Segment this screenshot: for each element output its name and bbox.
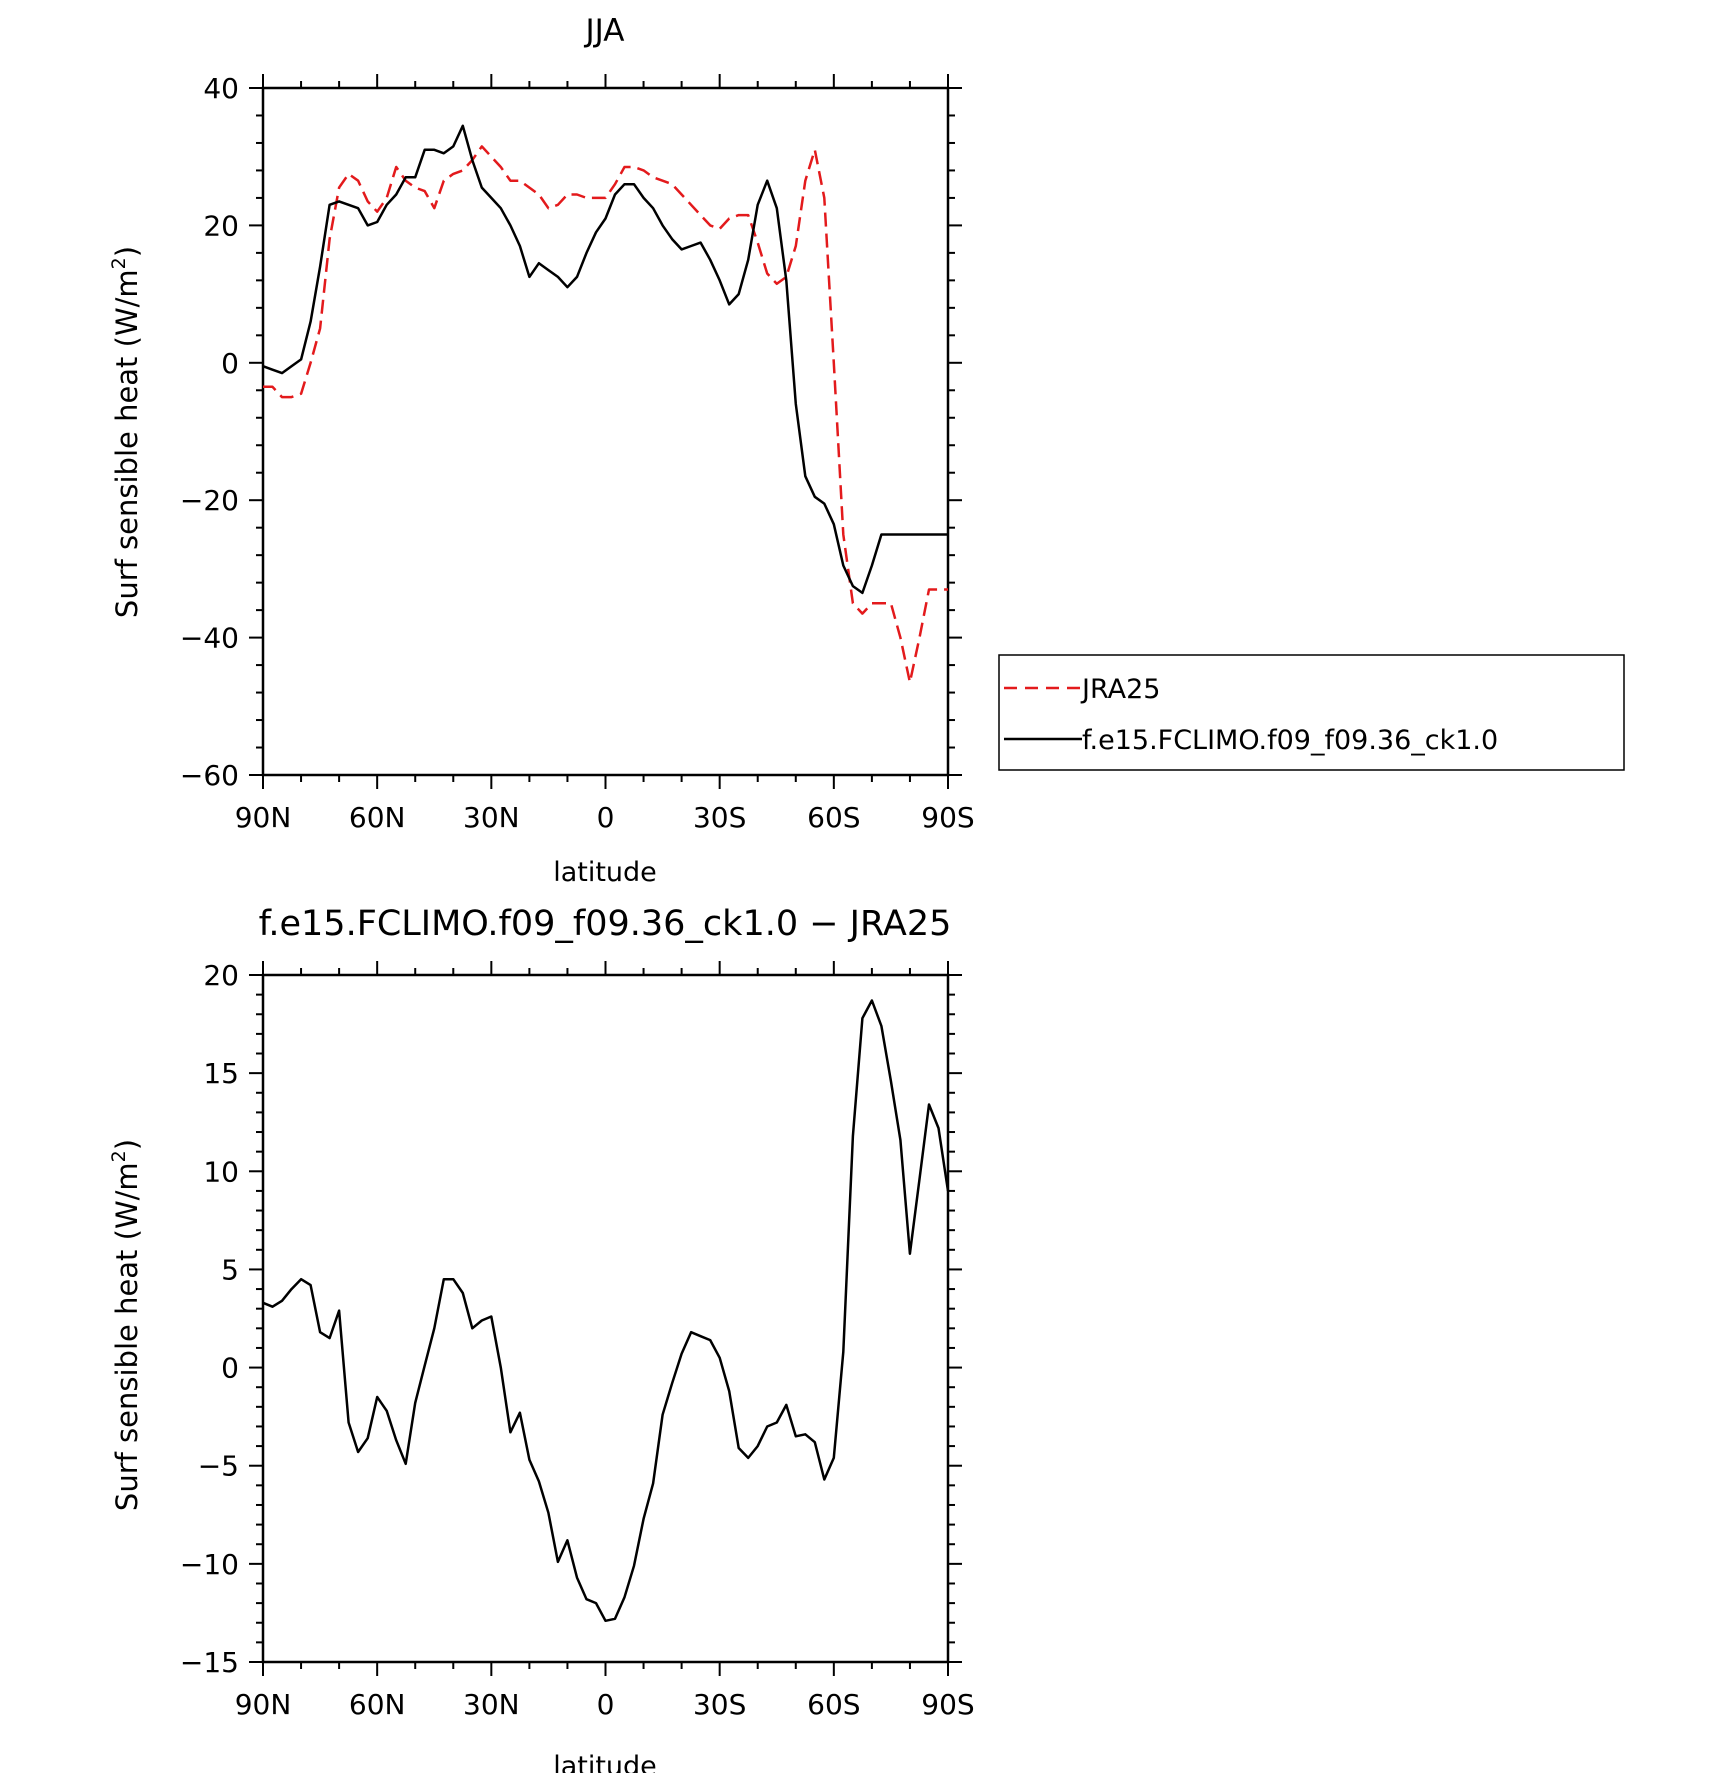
- bottom-chart-panel: f.e15.FCLIMO.f09_f09.36_ck1.0 − JRA25 −1…: [108, 904, 975, 1773]
- bottom-plot-area: −15 −10 −5 0 5 10 15 20 90N 60N 30N 0 30S 60S 90S: [180, 959, 975, 1721]
- top-x-tick-label: 30S: [693, 801, 746, 834]
- top-x-tick-label: 0: [597, 801, 615, 834]
- top-plot-frame: [261, 86, 950, 777]
- top-y-tick-label: −40: [180, 622, 239, 655]
- bottom-y-tick-label: −5: [198, 1450, 239, 1483]
- bottom-y-tick-label: 0: [221, 1352, 239, 1385]
- bottom-x-tick-label: 30N: [463, 1688, 520, 1721]
- legend-label-model: f.e15.FCLIMO.f09_f09.36_ck1.0: [1082, 725, 1498, 756]
- legend-box: [998, 654, 1625, 771]
- top-chart-panel: JJA −60 −40 −20 0 20 40 90N 60N 30N 0 30S 60S 90S la…: [108, 13, 975, 888]
- bottom-x-tick-label: 90N: [235, 1688, 292, 1721]
- bottom-x-axis-label: latitude: [553, 1751, 657, 1773]
- bottom-x-tick-label: 30S: [693, 1688, 746, 1721]
- bottom-y-tick-label: 20: [203, 959, 239, 992]
- bottom-series-line-0: [262, 999, 950, 1623]
- bottom-y-tick-label: 10: [203, 1155, 239, 1188]
- bottom-y-tick-label: 5: [221, 1253, 239, 1286]
- top-x-tick-label: 90N: [235, 801, 292, 834]
- bottom-chart-title: f.e15.FCLIMO.f09_f09.36_ck1.0 − JRA25: [259, 904, 952, 944]
- top-y-axis-label: Surf sensible heat (W/m2): [108, 246, 144, 618]
- top-y-tick-label: 20: [203, 209, 239, 242]
- top-series-line-0: [263, 145, 948, 684]
- top-chart-title: JJA: [584, 13, 625, 49]
- bottom-y-tick-label: 15: [203, 1057, 239, 1090]
- top-x-tick-label: 60S: [807, 801, 860, 834]
- top-series-line-1: [262, 124, 948, 595]
- bottom-x-tick-label: 0: [597, 1688, 615, 1721]
- bottom-y-tick-label: −15: [180, 1646, 239, 1679]
- top-x-tick-label: 90S: [921, 801, 974, 834]
- bottom-x-tick-label: 60N: [349, 1688, 406, 1721]
- legend-label-jra25: JRA25: [1080, 674, 1160, 705]
- bottom-y-tick-label: −10: [180, 1548, 239, 1581]
- bottom-y-axis-label: Surf sensible heat (W/m2): [108, 1139, 144, 1511]
- top-plot-area: −60 −40 −20 0 20 40 90N 60N 30N 0 30S 60S 90S: [180, 72, 975, 834]
- top-x-tick-label: 30N: [463, 801, 520, 834]
- bottom-x-tick-label: 90S: [921, 1688, 974, 1721]
- top-y-tick-label: 40: [203, 72, 239, 105]
- top-y-tick-label: −20: [180, 484, 239, 517]
- top-x-tick-label: 60N: [349, 801, 406, 834]
- top-y-tick-label: 0: [221, 347, 239, 380]
- bottom-x-tick-label: 60S: [807, 1688, 860, 1721]
- top-y-tick-label: −60: [180, 759, 239, 792]
- chart-legend: JRA25 f.e15.FCLIMO.f09_f09.36_ck1.0: [998, 654, 1625, 771]
- top-x-axis-label: latitude: [553, 857, 657, 888]
